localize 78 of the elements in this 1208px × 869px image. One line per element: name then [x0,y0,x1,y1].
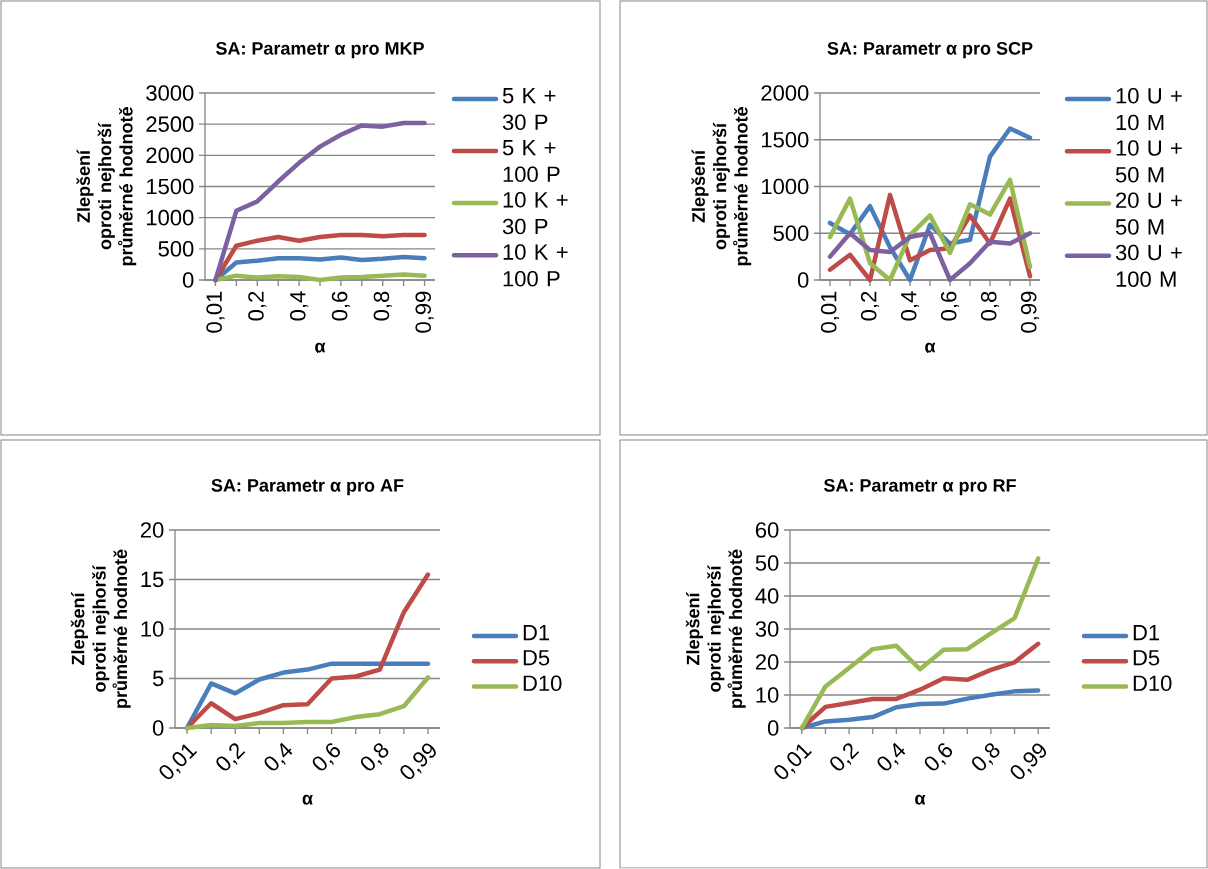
y-tick-label: 3000 [146,85,194,101]
line-series [184,675,431,731]
y-tick-label: 0 [182,272,194,288]
legend-label: 5 K + 30 P [502,87,556,131]
legend-label: D5 [1133,650,1160,666]
legend-label: 10 K + 30 P [502,192,568,235]
chart-title: SA: Parametr α pro RF [823,478,1016,496]
x-tick-label: 0,8 [980,291,1000,321]
y-tick-label: 30 [755,621,779,637]
x-axis-title: α [925,342,936,353]
y-tick-label: 40 [755,588,779,604]
y-axis-title: Zlepšení oproti nejhorší průměrné hodnotě [76,107,137,266]
x-tick-label: 0,01 [774,744,812,780]
chart-title: SA: Parametr α pro MKP [215,41,424,59]
x-tick-label: 0,99 [415,291,434,333]
legend-label: 30 U + 100 M [1115,244,1182,287]
x-tick-label: 0,99 [1010,743,1047,780]
x-tick-label: 0,2 [830,743,860,771]
legend-label: 10 U + 10 M [1116,87,1182,131]
y-tick-label: 10 [756,687,779,703]
legend-label: D10 [1133,675,1172,692]
x-tick-label: 0,01 [820,291,840,333]
y-tick-label: 1500 [762,131,809,148]
x-tick-label: 0,6 [331,291,351,321]
legend-label: D1 [523,624,550,641]
x-tick-label: 0,4 [900,291,920,321]
legend-label: 20 U + 50 M [1115,192,1182,235]
y-axis-title: Zlepšení oproti nejhorší průměrné hodnotě [691,107,752,266]
legend-label: D1 [1133,624,1160,641]
x-tick-label: 0,8 [360,743,389,771]
y-tick-label: 10 [141,621,164,637]
legend-label: 5 K + 100 P [502,140,560,183]
line-series [827,230,1033,283]
y-tick-label: 0 [797,272,809,288]
y-tick-label: 5 [152,670,164,687]
x-tick-label: 0,4 [877,742,906,771]
y-tick-label: 1500 [147,178,194,195]
legend-label: D10 [523,675,562,692]
y-tick-label: 500 [158,241,194,257]
y-tick-label: 60 [755,522,779,538]
x-tick-label: 0,6 [940,291,960,321]
x-tick-label: 0,6 [312,743,341,771]
y-tick-label: 2500 [146,116,194,132]
x-tick-label: 0,01 [206,291,225,333]
legend-label: 10 K + 100 P [503,244,568,287]
x-tick-label: 0,2 [216,743,246,771]
y-axis-title: Zlepšení oproti nejhorší průměrné hodnotě [70,549,131,708]
x-axis-title: α [315,342,326,353]
legend-label: 10 U + 50 M [1115,140,1182,183]
x-tick-label: 0,4 [264,742,293,771]
y-tick-label: 15 [141,571,164,588]
x-axis-title: α [302,794,313,805]
x-tick-label: 0,4 [290,291,309,321]
y-tick-label: 500 [773,225,809,242]
line-series [213,120,427,283]
x-tick-label: 0,01 [159,744,198,780]
x-tick-label: 0,6 [924,743,953,771]
x-axis-title: α [915,794,926,805]
x-tick-label: 0,2 [860,291,880,321]
x-tick-label: 0,99 [400,743,436,780]
line-series [799,556,1041,731]
x-tick-label: 0,99 [1020,291,1040,333]
y-tick-label: 2000 [761,85,809,101]
x-tick-label: 0,2 [248,291,267,321]
y-tick-label: 0 [152,720,164,736]
legend-label: D5 [523,650,550,666]
y-tick-label: 2000 [146,147,194,164]
y-tick-label: 0 [767,720,779,736]
y-tick-label: 20 [755,654,779,670]
y-tick-label: 1000 [147,209,194,226]
x-tick-label: 0,8 [373,291,392,321]
y-tick-label: 1000 [762,178,809,195]
x-tick-label: 0,8 [972,743,1000,771]
y-axis-title: Zlepšení oproti nejhorší průměrné hodnotě [685,549,746,708]
y-tick-label: 20 [140,522,164,538]
y-tick-label: 50 [755,555,779,571]
chart-title: SA: Parametr α pro SCP [827,41,1033,59]
chart-title: SA: Parametr α pro AF [211,478,404,496]
